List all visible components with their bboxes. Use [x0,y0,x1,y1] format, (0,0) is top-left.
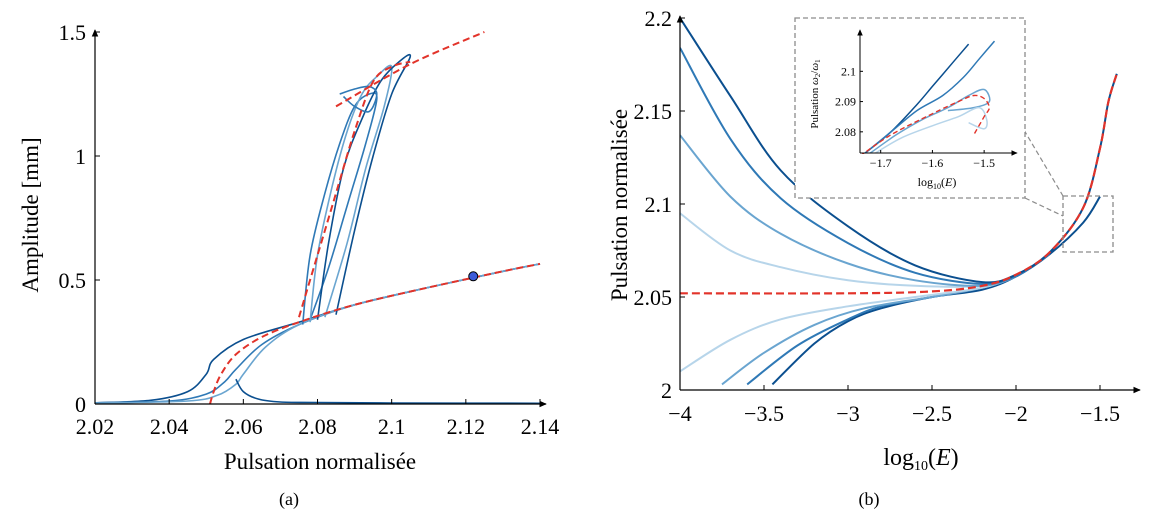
panel-b-x-tick-label: −1.5 [1080,401,1120,426]
panel-a-series-3 [235,378,541,405]
inset-series-3 [875,106,988,154]
panel-a-backbone [209,31,541,405]
panel-a-x-tick-label: 2.12 [447,414,486,439]
panel-a-y-tick-label: 1 [75,144,86,169]
panel-a-x-tick-label: 2.08 [298,414,337,439]
panel-a-x-tick-label: 2.06 [224,414,263,439]
panel-b: −4 −3.5 −3 −2.5 −2 −1.5 2 2.05 2.1 2.15 2.2 log10… [607,6,1141,510]
panel-a-y-label: Amplitude [mm] [18,137,43,292]
panel-b-y-tick-label: 2.05 [634,285,673,310]
panel-a-x-ticks: 2.02 2.04 2.06 2.08 2.1 2.12 2.14 [76,399,560,439]
panel-b-y-tick-label: 2.1 [645,192,673,217]
inset-curves [864,40,996,154]
panel-a-x-label: Pulsation normalisée [224,449,416,474]
panel-b-series-3 [680,275,1017,373]
inset-x-tick-label: −1.6 [922,156,944,170]
panel-b-x-ticks: −4 −3.5 −3 −2.5 −2 −1.5 [668,385,1120,426]
panel-b-y-tick-label: 2.15 [634,99,673,124]
panel-a-series-1 [95,263,541,404]
panel-a-x-tick-label: 2.04 [150,414,189,439]
inset-y-tick-label: 2.09 [835,95,856,109]
panel-b-x-tick-label: −3.5 [744,401,784,426]
panel-b-backbone [680,73,1118,295]
inset-series-1 [864,40,996,154]
panel-b-x-label: log10(E) [883,445,958,474]
inset-x-ticks: −1.7 −1.6 −1.5 [870,150,995,170]
panel-b-curves [680,18,1118,386]
inset-x-tick-label: −1.7 [870,156,892,170]
panel-a-marker-group [468,271,479,282]
zoom-region-box [1062,195,1114,253]
panel-a-y-tick-label: 0.5 [59,268,87,293]
panel-a-backbone-2 [335,31,485,108]
zoom-connector-top [1024,197,1064,217]
panel-b-x-tick-label: −3 [836,401,859,426]
panel-a-y-tick-label: 1.5 [59,20,87,45]
zoom-connector-bottom [1023,129,1064,197]
panel-a-series-6 [316,53,412,320]
inset-y-label: Pulsation ω2/ω1 [809,59,822,129]
inset-plot: −1.7 −1.6 −1.5 2.08 2.09 2.1 log10(E) Pulsat… [794,17,1026,199]
panel-a-series-7 [339,85,378,113]
panel-a-series-4 [301,92,378,325]
inset-x-label: log10(E) [918,175,957,191]
inset-y-ticks: 2.08 2.09 2.1 [835,64,863,139]
panel-a-curves [95,53,541,405]
panel-a-backbone-0 [209,262,541,405]
panel-b-y-tick-label: 2 [661,378,672,403]
panel-b-x-tick-label: −2 [1004,401,1027,426]
panel-a-backbone-1 [298,60,411,318]
panel-a-x-tick-label: 2.14 [521,414,560,439]
inset-x-tick-label: −1.5 [973,156,995,170]
inset-frame [794,17,1026,199]
panel-b-caption: (b) [859,489,880,510]
panel-a-y-ticks: 0 0.5 1 1.5 [59,20,100,417]
panel-a-x-tick-label: 2.02 [76,414,115,439]
inset-backbone [861,94,991,154]
panel-a-caption: (a) [279,489,299,510]
panel-b-series-4 [680,212,1017,288]
panel-b-series-6 [680,47,1017,286]
panel-b-y-ticks: 2 2.05 2.1 2.15 2.2 [634,6,685,403]
panel-a: 2.02 2.04 2.06 2.08 2.1 2.12 2.14 0 0.5 1 1.5 Pul… [18,20,559,510]
inset-backbone-line [861,94,991,154]
panel-b-backbone [680,73,1118,295]
inset-y-tick-label: 2.08 [835,125,856,139]
panel-a-x-tick-label: 2.1 [378,414,406,439]
panel-b-x-tick-label: −4 [668,401,691,426]
panel-a-y-tick-label: 0 [75,392,86,417]
inset-y-tick-label: 2.1 [841,64,856,78]
panel-b-y-tick-label: 2.2 [645,6,673,31]
panel-a-series-2 [95,263,541,404]
panel-b-y-label: Pulsation normalisée [607,109,632,301]
panel-a-series-0 [95,263,541,404]
panel-a-marker [468,271,479,282]
inset-series-2 [869,88,991,154]
panel-b-x-tick-label: −2.5 [912,401,952,426]
